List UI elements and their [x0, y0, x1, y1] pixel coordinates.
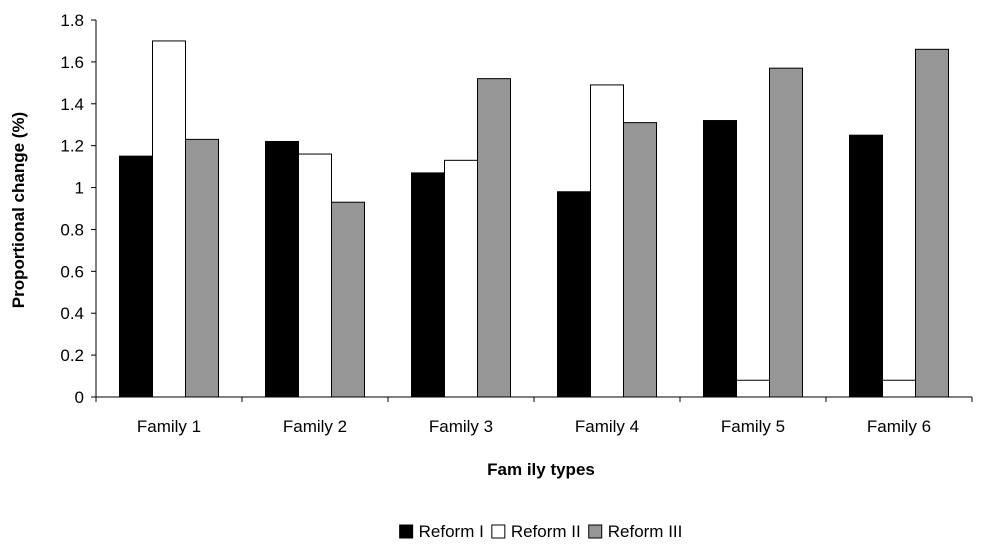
- bar-reform-ii-5: [736, 379, 770, 398]
- x-axis-title: Fam ily types: [487, 460, 595, 479]
- bar-reform-ii-2: [298, 153, 332, 398]
- bar-reform-i-6: [849, 134, 883, 398]
- axes: [91, 19, 973, 402]
- legend-label: Reform III: [608, 522, 683, 541]
- bar-reform-ii-4: [590, 84, 624, 398]
- x-tick-label: Family 3: [429, 417, 493, 436]
- legend-label: Reform I: [419, 522, 484, 541]
- y-tick-label: 0.8: [60, 220, 84, 239]
- legend-swatch: [491, 524, 506, 539]
- tick-labels: 0 0.2 0.4 0.6 0.8 1 1.2 1.4 1.6 1.8 Family 1 Family…: [60, 11, 931, 436]
- bar-reform-ii-1: [152, 40, 186, 398]
- legend: Reform I Reform II Reform III: [399, 522, 683, 541]
- y-axis-title: Proportional change (%): [9, 112, 28, 308]
- bar-reform-iii-4: [623, 122, 657, 398]
- y-tick-label: 1.2: [60, 137, 84, 156]
- bar-reform-iii-2: [331, 201, 365, 398]
- legend-label: Reform II: [511, 522, 581, 541]
- legend-swatch: [588, 524, 603, 539]
- bar-reform-i-4: [557, 191, 591, 398]
- bar-reform-i-1: [119, 155, 153, 398]
- bar-reform-iii-1: [185, 138, 219, 398]
- x-tick-label: Family 1: [137, 417, 201, 436]
- legend-swatch: [399, 524, 414, 539]
- bar-reform-iii-3: [477, 78, 511, 398]
- bar-reform-ii-3: [444, 159, 478, 398]
- y-tick-label: 0.4: [60, 304, 84, 323]
- y-tick-label: 1.8: [60, 11, 84, 30]
- y-tick-label: 0.2: [60, 346, 84, 365]
- bar-reform-i-3: [411, 172, 445, 398]
- y-tick-label: 1.4: [60, 95, 84, 114]
- x-tick-label: Family 5: [721, 417, 785, 436]
- y-tick-label: 0.6: [60, 262, 84, 281]
- bar-reform-iii-6: [915, 48, 949, 398]
- y-tick-label: 1.6: [60, 53, 84, 72]
- y-tick-label: 0: [75, 388, 84, 407]
- bar-reform-ii-6: [882, 379, 916, 398]
- x-tick-label: Family 6: [867, 417, 931, 436]
- bar-reform-i-2: [265, 140, 299, 398]
- bar-reform-i-5: [703, 120, 737, 398]
- bar-reform-iii-5: [769, 67, 803, 398]
- y-tick-label: 1: [75, 179, 84, 198]
- x-tick-label: Family 4: [575, 417, 639, 436]
- bars: [119, 40, 949, 398]
- x-tick-label: Family 2: [283, 417, 347, 436]
